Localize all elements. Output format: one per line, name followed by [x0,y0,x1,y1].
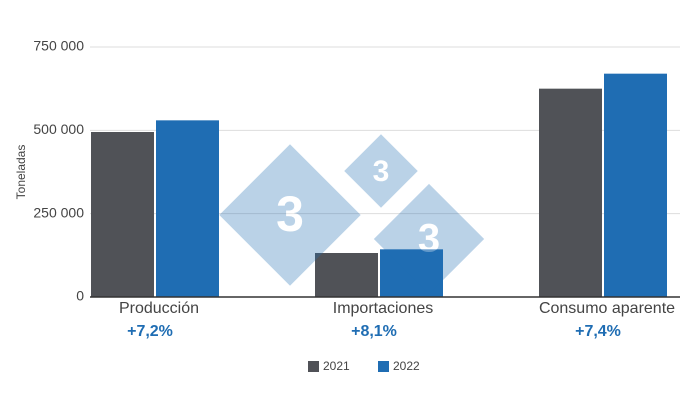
watermark-text: 3 [373,155,390,188]
legend-label: 2021 [323,359,350,373]
legend-swatch [308,361,319,372]
legend-swatch [378,361,389,372]
y-tick-label: 250 000 [33,204,84,220]
y-tick-label: 0 [76,288,84,304]
watermark-text: 3 [276,186,304,242]
bar [156,120,219,297]
x-tick-label: Producción [119,300,199,317]
bar [380,249,443,297]
annotation: +7,4% [575,323,621,340]
legend-label: 2022 [393,359,420,373]
bar [604,73,667,298]
bar [315,253,378,297]
x-tick-label: Importaciones [333,300,434,317]
annotation: +7,2% [127,323,173,340]
bar [539,88,602,298]
bar [91,132,154,297]
y-tick-label: 750 000 [33,38,84,54]
watermark-text: 3 [418,217,440,261]
annotation: +8,1% [351,323,397,340]
x-tick-label: Consumo aparente [539,300,675,317]
y-tick-label: 500 000 [33,121,84,137]
y-axis-label: Toneladas [14,145,28,200]
